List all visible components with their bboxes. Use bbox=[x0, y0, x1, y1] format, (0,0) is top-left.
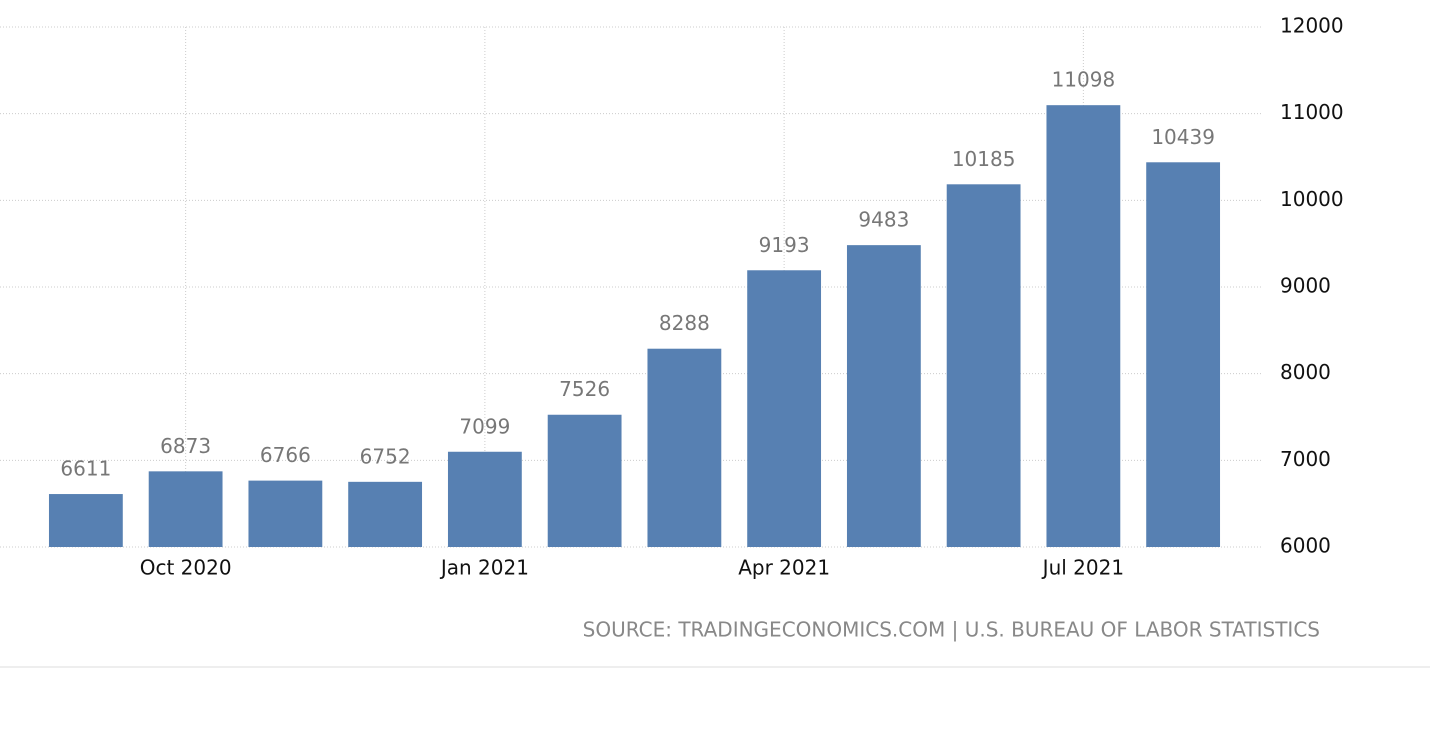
source-note: SOURCE: TRADINGECONOMICS.COM | U.S. BURE… bbox=[583, 618, 1320, 642]
bar bbox=[846, 245, 921, 547]
bar bbox=[647, 348, 722, 547]
data-label: 11098 bbox=[1052, 68, 1116, 92]
y-tick-label: 6000 bbox=[1280, 534, 1331, 558]
y-tick-label: 9000 bbox=[1280, 274, 1331, 298]
data-label: 9193 bbox=[759, 233, 810, 257]
y-tick-label: 11000 bbox=[1280, 100, 1344, 124]
bar bbox=[447, 451, 522, 547]
data-label: 10439 bbox=[1151, 125, 1215, 149]
y-tick-label: 12000 bbox=[1280, 14, 1344, 38]
bar bbox=[1046, 105, 1121, 547]
y-tick-label: 8000 bbox=[1280, 360, 1331, 384]
x-tick-label: Jan 2021 bbox=[439, 556, 529, 580]
bar bbox=[48, 494, 123, 547]
bar bbox=[946, 184, 1021, 548]
data-label: 6873 bbox=[160, 434, 211, 458]
bar bbox=[248, 480, 323, 547]
x-tick-label: Apr 2021 bbox=[738, 556, 830, 580]
y-tick-label: 10000 bbox=[1280, 187, 1344, 211]
bar bbox=[547, 414, 622, 547]
bar bbox=[348, 481, 423, 547]
x-tick-label: Oct 2020 bbox=[140, 556, 232, 580]
data-label: 6611 bbox=[60, 457, 111, 481]
data-label: 10185 bbox=[952, 147, 1016, 171]
data-label: 6752 bbox=[360, 444, 411, 468]
bar bbox=[747, 270, 822, 547]
data-label: 7099 bbox=[459, 414, 510, 438]
x-tick-label: Jul 2021 bbox=[1041, 556, 1124, 580]
data-label: 7526 bbox=[559, 377, 610, 401]
data-label: 9483 bbox=[858, 208, 909, 232]
bar bbox=[148, 471, 223, 547]
bar bbox=[1146, 162, 1221, 547]
data-label: 6766 bbox=[260, 443, 311, 467]
y-tick-label: 7000 bbox=[1280, 447, 1331, 471]
data-label: 8288 bbox=[659, 311, 710, 335]
